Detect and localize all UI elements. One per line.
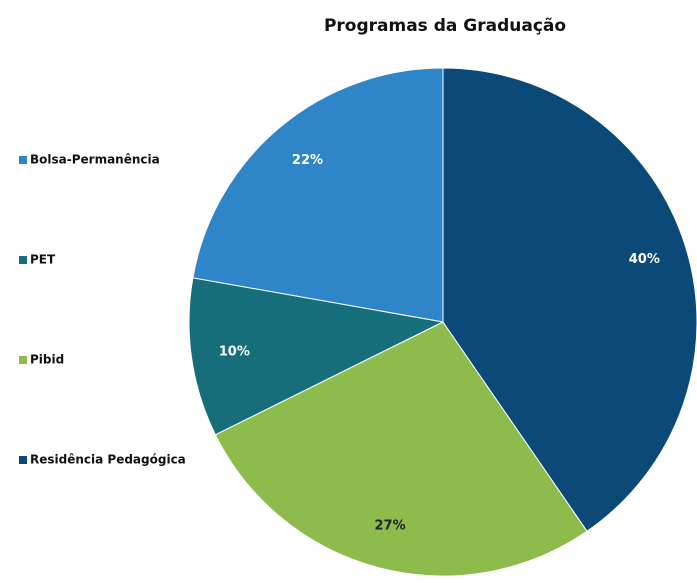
legend-label: Bolsa-Permanência [30,153,160,167]
legend-swatch [19,156,27,164]
legend-swatch [19,256,27,264]
slice-label: 22% [292,153,323,168]
pie-slice [188,277,445,436]
slice-label: 27% [374,519,405,534]
legend-label: Residência Pedagógica [30,453,186,467]
pie-slice [214,321,588,577]
chart-title: Programas da Graduação [324,16,566,36]
pie-slice [442,67,697,532]
legend-swatch [19,356,27,364]
legend-label: PET [30,253,56,267]
slice-label: 10% [219,345,250,360]
pie-slice [192,67,444,323]
slice-label: 40% [629,252,660,267]
legend-label: Pibid [30,353,64,367]
legend-swatch [19,456,27,464]
